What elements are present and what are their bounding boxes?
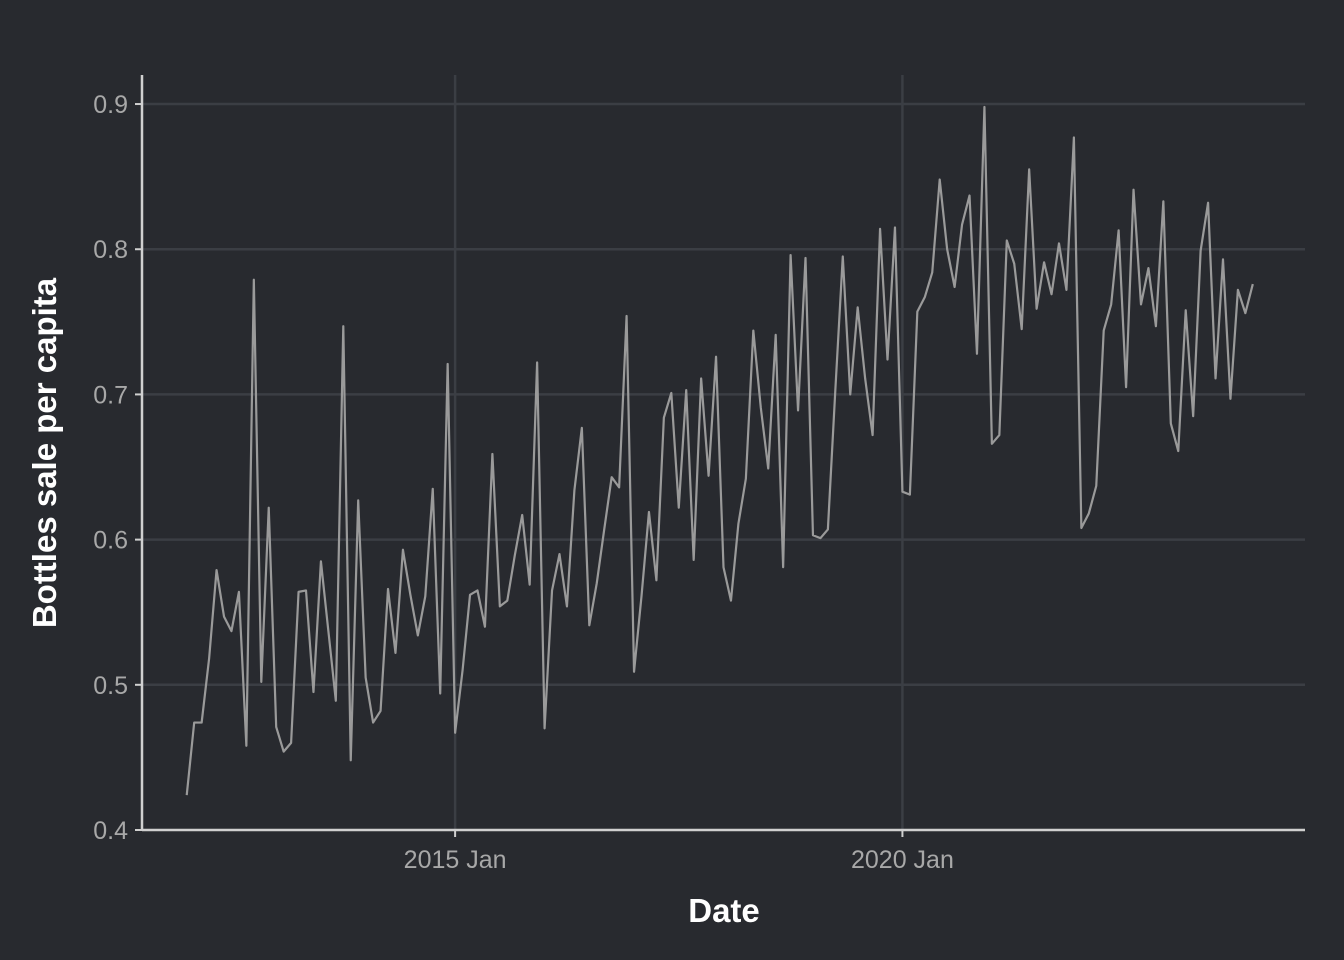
- y-tick-label: 0.7: [93, 381, 128, 409]
- axes: [135, 75, 1305, 837]
- series-line: [185, 105, 1254, 796]
- y-axis-title: Bottles sale per capita: [26, 277, 63, 628]
- y-tick-label: 0.5: [93, 672, 128, 700]
- y-tick-label: 0.4: [93, 817, 128, 845]
- tick-labels: 0.4 0.5 0.6 0.7 0.8 0.9 2015 Jan 2020 Jan: [93, 91, 954, 874]
- x-tick-label: 2015 Jan: [404, 846, 507, 874]
- y-tick-label: 0.6: [93, 527, 128, 555]
- y-tick-label: 0.8: [93, 236, 128, 264]
- y-tick-label: 0.9: [93, 91, 128, 119]
- gridlines: [142, 75, 1305, 830]
- x-tick-label: 2020 Jan: [851, 846, 954, 874]
- x-axis-title: Date: [688, 892, 760, 929]
